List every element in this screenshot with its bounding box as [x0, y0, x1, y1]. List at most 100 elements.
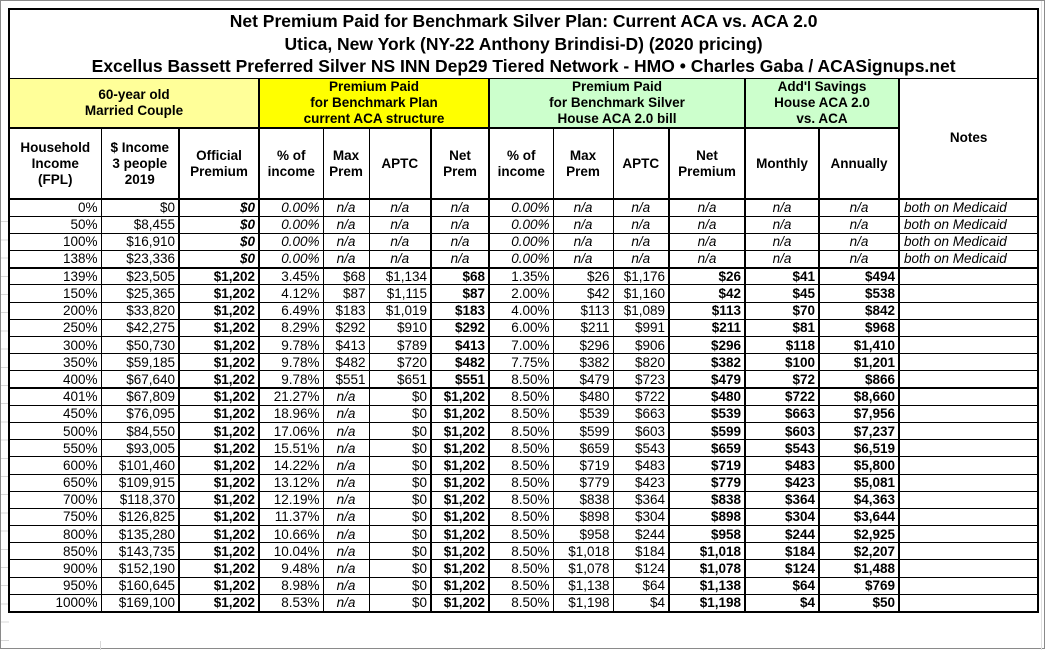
cell-official-premium: $0: [178, 250, 260, 269]
cell-aca20-aptc: $543: [612, 439, 670, 458]
cell-fpl: 0%: [8, 198, 102, 217]
cell-aca-net-prem: $482: [430, 353, 490, 372]
cell-aca-pct-income: 6.49%: [258, 301, 324, 320]
table-row: 600% $101,460 $1,202 14.22% n/a $0 $1,202 8.50%…: [8, 456, 1039, 475]
cell-aca-max-prem: n/a: [322, 525, 370, 544]
cell-aca20-aptc: n/a: [612, 232, 670, 252]
column-header-row: Household Income (FPL) $ Income 3 people…: [8, 127, 1038, 200]
cell-aca20-pct-income: 0.00%: [488, 232, 554, 252]
cell-aca20-net-premium: $26: [668, 267, 746, 286]
cell-fpl: 100%: [8, 232, 102, 252]
table-row: 50% $8,455 $0 0.00% n/a n/a n/a 0.00% n/a n/a n/a n…: [8, 215, 1039, 234]
cell-aca-max-prem: n/a: [322, 473, 370, 492]
cell-aca20-max-prem: $479: [552, 370, 614, 390]
cell-fpl: 400%: [8, 370, 102, 390]
cell-savings-annually: $842: [818, 301, 900, 320]
cell-savings-monthly: $124: [744, 559, 820, 578]
cell-aca-aptc: $789: [368, 335, 432, 355]
cell-savings-annually: $6,519: [818, 439, 900, 458]
cell-aca-net-prem: $1,202: [430, 576, 490, 595]
group-header-current-aca: Premium Paid for Benchmark Plan current …: [258, 77, 490, 129]
cell-aca20-pct-income: 8.50%: [488, 593, 554, 613]
cell-aca-pct-income: 21.27%: [258, 387, 324, 406]
cell-aca-aptc: $0: [368, 473, 432, 492]
cell-aca-net-prem: $1,202: [430, 404, 490, 423]
cell-aca20-net-premium: $779: [668, 473, 746, 492]
col-header-aca-pct-income: % of income: [258, 127, 324, 200]
table-row: 500% $84,550 $1,202 17.06% n/a $0 $1,202 8.50% $…: [8, 421, 1039, 441]
cell-savings-monthly: $244: [744, 525, 820, 544]
cell-savings-monthly: $72: [744, 370, 820, 390]
cell-aca20-aptc: $820: [612, 353, 670, 372]
cell-aca20-pct-income: 8.50%: [488, 473, 554, 492]
cell-savings-monthly: $423: [744, 473, 820, 492]
cell-aca-max-prem: n/a: [322, 198, 370, 217]
cell-aca-pct-income: 9.78%: [258, 335, 324, 355]
cell-official-premium: $0: [178, 232, 260, 252]
cell-aca-aptc: $651: [368, 370, 432, 390]
cell-notes: [898, 387, 1039, 406]
cell-aca-aptc: $0: [368, 559, 432, 578]
cell-aca-net-prem: $1,202: [430, 542, 490, 561]
cell-income: $118,370: [100, 490, 180, 509]
cell-aca20-max-prem: $838: [552, 490, 614, 509]
cell-aca20-pct-income: 7.75%: [488, 353, 554, 372]
cell-aca-pct-income: 0.00%: [258, 215, 324, 234]
cell-aca20-max-prem: $779: [552, 473, 614, 492]
cell-savings-monthly: $81: [744, 318, 820, 338]
cell-savings-annually: $1,488: [818, 559, 900, 578]
cell-notes: [898, 576, 1039, 595]
table-row: 1000% $169,100 $1,202 8.53% n/a $0 $1,202 8.50%…: [8, 593, 1039, 613]
cell-aca-aptc: n/a: [368, 215, 432, 234]
col-header-notes: Notes: [898, 77, 1039, 200]
cell-aca-pct-income: 0.00%: [258, 250, 324, 269]
cell-fpl: 350%: [8, 353, 102, 372]
cell-savings-annually: $5,800: [818, 456, 900, 475]
cell-income: $169,100: [100, 593, 180, 613]
cell-aca-max-prem: n/a: [322, 404, 370, 423]
table-row: 150% $25,365 $1,202 4.12% $87 $1,115 $87 2.00% $…: [8, 284, 1039, 303]
cell-income: $25,365: [100, 284, 180, 303]
cell-notes: [898, 267, 1039, 286]
cell-official-premium: $0: [178, 198, 260, 217]
group-header-household: 60-year old Married Couple: [8, 77, 260, 129]
cell-aca20-max-prem: $1,198: [552, 593, 614, 613]
cell-income: $23,336: [100, 250, 180, 269]
cell-savings-annually: n/a: [818, 232, 900, 252]
cell-aca20-net-premium: $479: [668, 370, 746, 390]
cell-aca20-pct-income: 8.50%: [488, 507, 554, 527]
cell-aca20-aptc: $723: [612, 370, 670, 390]
cell-aca-net-prem: $1,202: [430, 525, 490, 544]
cell-notes: [898, 404, 1039, 423]
cell-aca-aptc: $0: [368, 593, 432, 613]
col-header-savings-monthly: Monthly: [744, 127, 820, 200]
col-header-income: $ Income 3 people 2019: [100, 127, 180, 200]
cell-official-premium: $1,202: [178, 335, 260, 355]
title-row: Net Premium Paid for Benchmark Silver Pl…: [8, 8, 1039, 79]
cell-income: $135,280: [100, 525, 180, 544]
cell-aca-aptc: $0: [368, 525, 432, 544]
table-row: 250% $42,275 $1,202 8.29% $292 $910 $292 6.00% $…: [8, 318, 1039, 338]
cell-notes: [898, 301, 1039, 320]
cell-aca20-aptc: $483: [612, 456, 670, 475]
cell-aca20-max-prem: $599: [552, 421, 614, 441]
table-row: 700% $118,370 $1,202 12.19% n/a $0 $1,202 8.50%…: [8, 490, 1039, 509]
cell-savings-annually: n/a: [818, 250, 900, 269]
cell-aca-aptc: n/a: [368, 232, 432, 252]
col-header-aca-max-prem: Max Prem: [322, 127, 370, 200]
cell-aca20-aptc: $663: [612, 404, 670, 423]
cell-aca20-pct-income: 7.00%: [488, 335, 554, 355]
cell-aca-pct-income: 14.22%: [258, 456, 324, 475]
cell-aca20-aptc: $4: [612, 593, 670, 613]
cell-aca-max-prem: n/a: [322, 439, 370, 458]
cell-aca20-pct-income: 8.50%: [488, 456, 554, 475]
cell-aca20-max-prem: n/a: [552, 215, 614, 234]
cell-notes: [898, 370, 1039, 390]
cell-aca20-max-prem: $42: [552, 284, 614, 303]
cell-aca-net-prem: $87: [430, 284, 490, 303]
cell-aca-max-prem: n/a: [322, 593, 370, 613]
cell-income: $23,505: [100, 267, 180, 286]
cell-income: $0: [100, 198, 180, 217]
cell-fpl: 900%: [8, 559, 102, 578]
cell-aca-pct-income: 3.45%: [258, 267, 324, 286]
